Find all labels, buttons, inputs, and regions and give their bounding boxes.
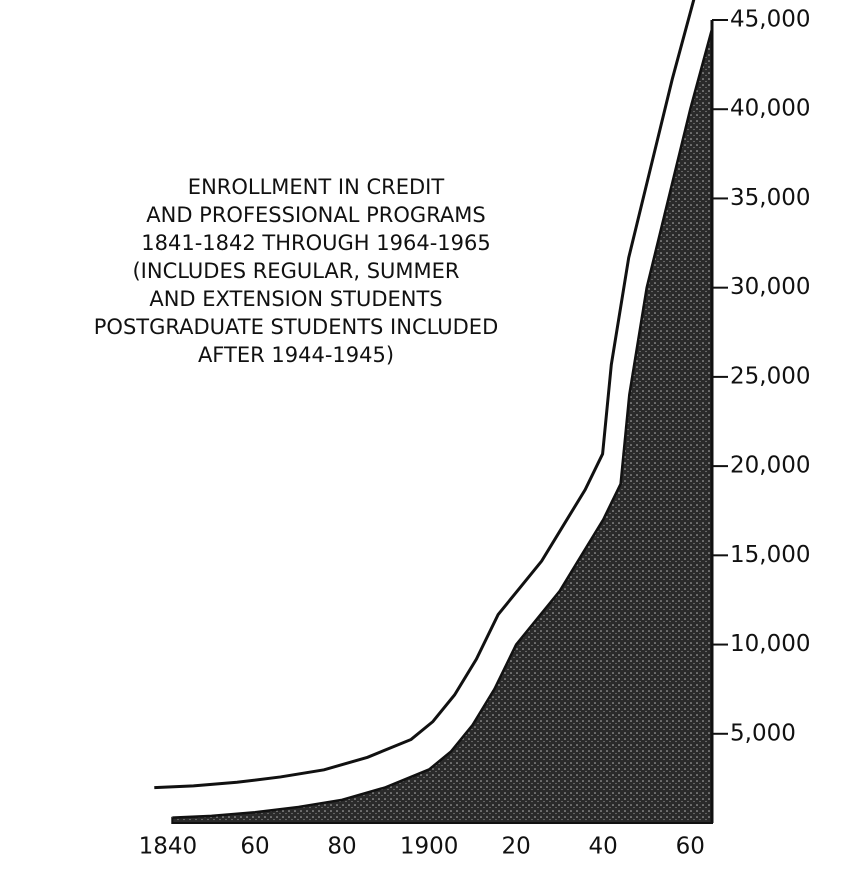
y-tick-label: 10,000 — [730, 631, 810, 657]
x-tick-label: 1840 — [139, 834, 198, 860]
chart-subtitle: (INCLUDES REGULAR, SUMMER — [132, 259, 459, 283]
y-tick-label: 20,000 — [730, 453, 810, 479]
x-tick-label: 40 — [589, 834, 618, 860]
x-tick-label: 60 — [240, 834, 269, 860]
x-tick-label: 80 — [327, 834, 356, 860]
y-tick-label: 45,000 — [730, 7, 810, 33]
chart: 5,000 10,000 15,000 20,000 25,000 30,000 35,00… — [0, 0, 855, 871]
y-tick-label: 15,000 — [730, 542, 810, 568]
y-tick-label: 35,000 — [730, 185, 810, 211]
x-tick-label: 20 — [501, 834, 530, 860]
y-tick-label: 5,000 — [730, 720, 796, 746]
chart-subtitle: POSTGRADUATE STUDENTS INCLUDED — [94, 315, 499, 339]
chart-title: 1841-1842 THROUGH 1964-1965 — [141, 231, 490, 255]
y-tick-label: 40,000 — [730, 96, 810, 122]
y-tick-label: 25,000 — [730, 363, 810, 389]
chart-title: ENROLLMENT IN CREDIT — [188, 175, 445, 199]
x-tick-label: 1900 — [400, 834, 459, 860]
chart-title: AND PROFESSIONAL PROGRAMS — [146, 203, 486, 227]
x-tick-label: 60 — [676, 834, 705, 860]
y-tick-label: 30,000 — [730, 274, 810, 300]
chart-subtitle: AFTER 1944-1945) — [198, 343, 394, 367]
chart-subtitle: AND EXTENSION STUDENTS — [149, 287, 442, 311]
area — [172, 29, 712, 823]
